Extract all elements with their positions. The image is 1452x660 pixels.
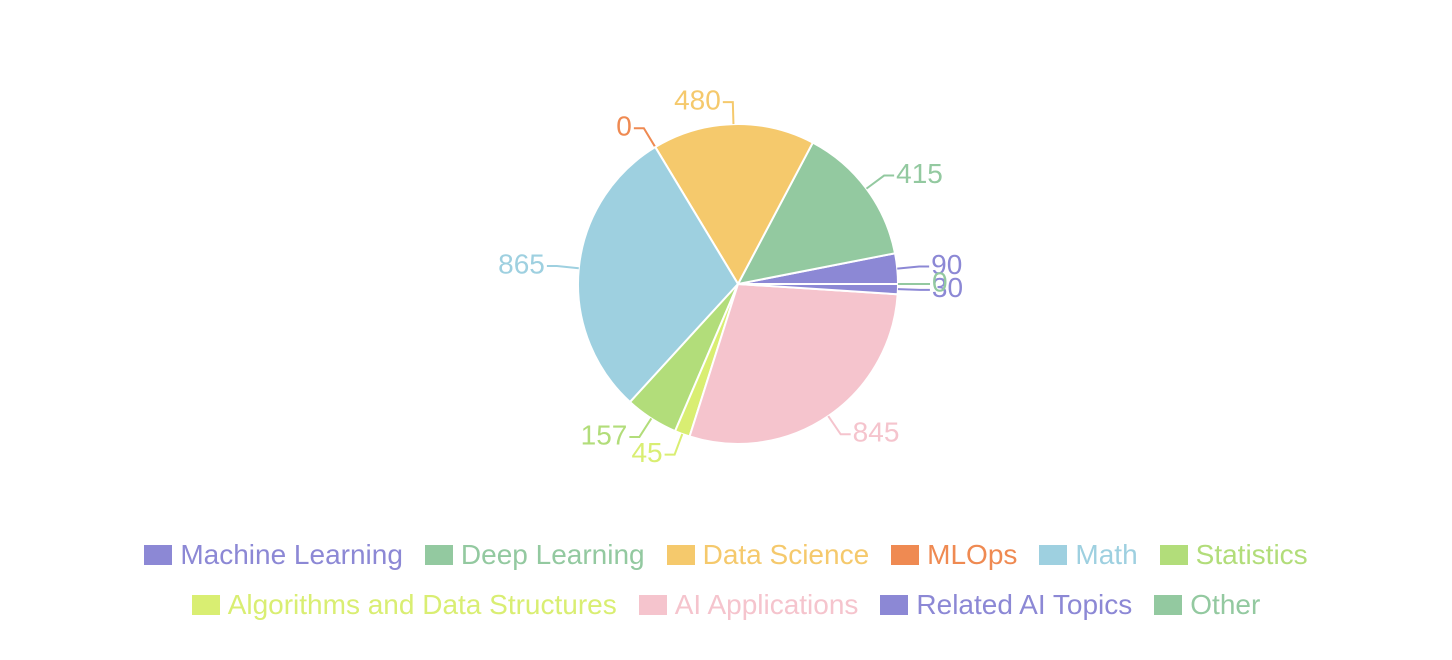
legend-item[interactable]: Related AI Topics — [880, 589, 1132, 621]
legend-swatch — [1159, 545, 1188, 565]
label-line — [722, 101, 735, 125]
legend-item[interactable]: AI Applications — [638, 589, 859, 621]
label-line — [546, 265, 579, 270]
legend-row: Machine Learning Deep Learning Data Scienc… — [0, 530, 1452, 580]
legend-label: Math — [1075, 539, 1138, 570]
data-label: 0 — [616, 111, 632, 142]
legend-swatch — [638, 595, 667, 615]
legend-item[interactable]: Other — [1154, 589, 1260, 621]
data-label: 30 — [932, 272, 963, 303]
data-label: 0 — [932, 266, 948, 297]
data-label: 480 — [674, 84, 721, 115]
pie-slice — [577, 145, 740, 404]
label-line — [827, 415, 851, 436]
legend-label: Machine Learning — [180, 539, 403, 570]
legend-item[interactable]: Machine Learning — [144, 539, 403, 571]
label-line — [633, 127, 657, 148]
data-label: 90 — [931, 249, 962, 280]
legend-swatch — [191, 595, 220, 615]
legend-swatch — [144, 545, 173, 565]
label-line — [664, 433, 684, 456]
label-line — [897, 288, 930, 291]
legend-swatch — [424, 545, 453, 565]
legend-item[interactable]: MLOps — [891, 539, 1017, 571]
legend-swatch — [880, 595, 909, 615]
data-label: 845 — [853, 417, 900, 448]
legend-swatch — [666, 545, 695, 565]
legend-label: AI Applications — [674, 589, 859, 620]
legend-item[interactable]: Algorithms and Data Structures — [191, 589, 617, 621]
legend-item[interactable]: Data Science — [666, 539, 870, 571]
legend-label: Data Science — [702, 539, 870, 570]
legend-label: MLOps — [927, 539, 1018, 570]
data-label: 45 — [631, 437, 662, 468]
legend-item[interactable]: Deep Learning — [424, 539, 645, 571]
label-line — [629, 417, 653, 438]
data-label: 865 — [498, 248, 545, 279]
legend-label: Related AI Topics — [916, 589, 1133, 620]
data-label: 415 — [896, 158, 943, 189]
legend-row: Algorithms and Data Structures AI Applica… — [0, 580, 1452, 630]
legend-label: Other — [1190, 589, 1261, 620]
pie-slice — [688, 282, 899, 445]
legend-swatch — [1154, 595, 1183, 615]
legend-label: Deep Learning — [460, 539, 645, 570]
legend-item[interactable]: Statistics — [1159, 539, 1308, 571]
label-line — [897, 265, 930, 270]
legend-item[interactable]: Math — [1039, 539, 1138, 571]
legend-label: Algorithms and Data Structures — [227, 589, 617, 620]
legend-swatch — [891, 545, 920, 565]
pie-slice — [736, 141, 897, 286]
label-line — [865, 174, 895, 190]
legend-label: Statistics — [1195, 539, 1308, 570]
legend: Machine Learning Deep Learning Data Scienc… — [0, 530, 1452, 630]
legend-swatch — [1039, 545, 1068, 565]
data-label: 157 — [581, 419, 628, 450]
